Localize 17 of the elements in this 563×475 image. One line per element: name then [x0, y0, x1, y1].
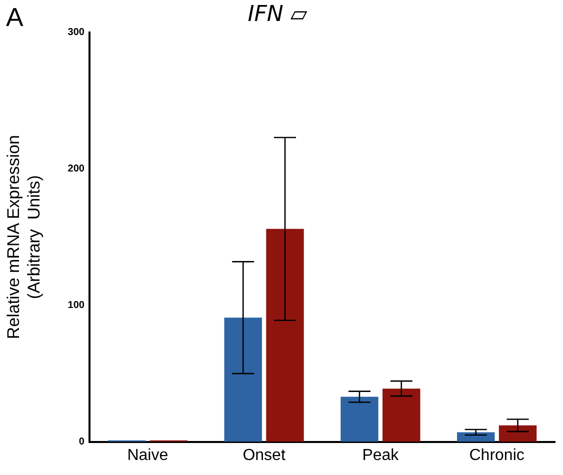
bar: [498, 425, 537, 442]
bar: [457, 432, 495, 442]
y-tick-label: 0: [78, 436, 85, 448]
bar: [340, 396, 378, 442]
chart-title: IFN ▱: [248, 2, 308, 27]
x-tick-label: Chronic: [469, 446, 524, 464]
text: A: [6, 2, 24, 33]
bar: [266, 228, 304, 442]
x-tick-label: Onset: [242, 446, 286, 464]
y-tick-label: 300: [68, 27, 85, 38]
y-tick-label: 100: [68, 300, 85, 312]
x-tick-label: Peak: [362, 446, 400, 464]
y-axis-title: Relative mRNA Expression (Arbitrary Units): [4, 135, 44, 340]
bar: [382, 388, 420, 442]
bar: [224, 318, 262, 442]
x-tick-label: Naive: [127, 446, 168, 464]
y-tick-label: 200: [68, 164, 85, 175]
